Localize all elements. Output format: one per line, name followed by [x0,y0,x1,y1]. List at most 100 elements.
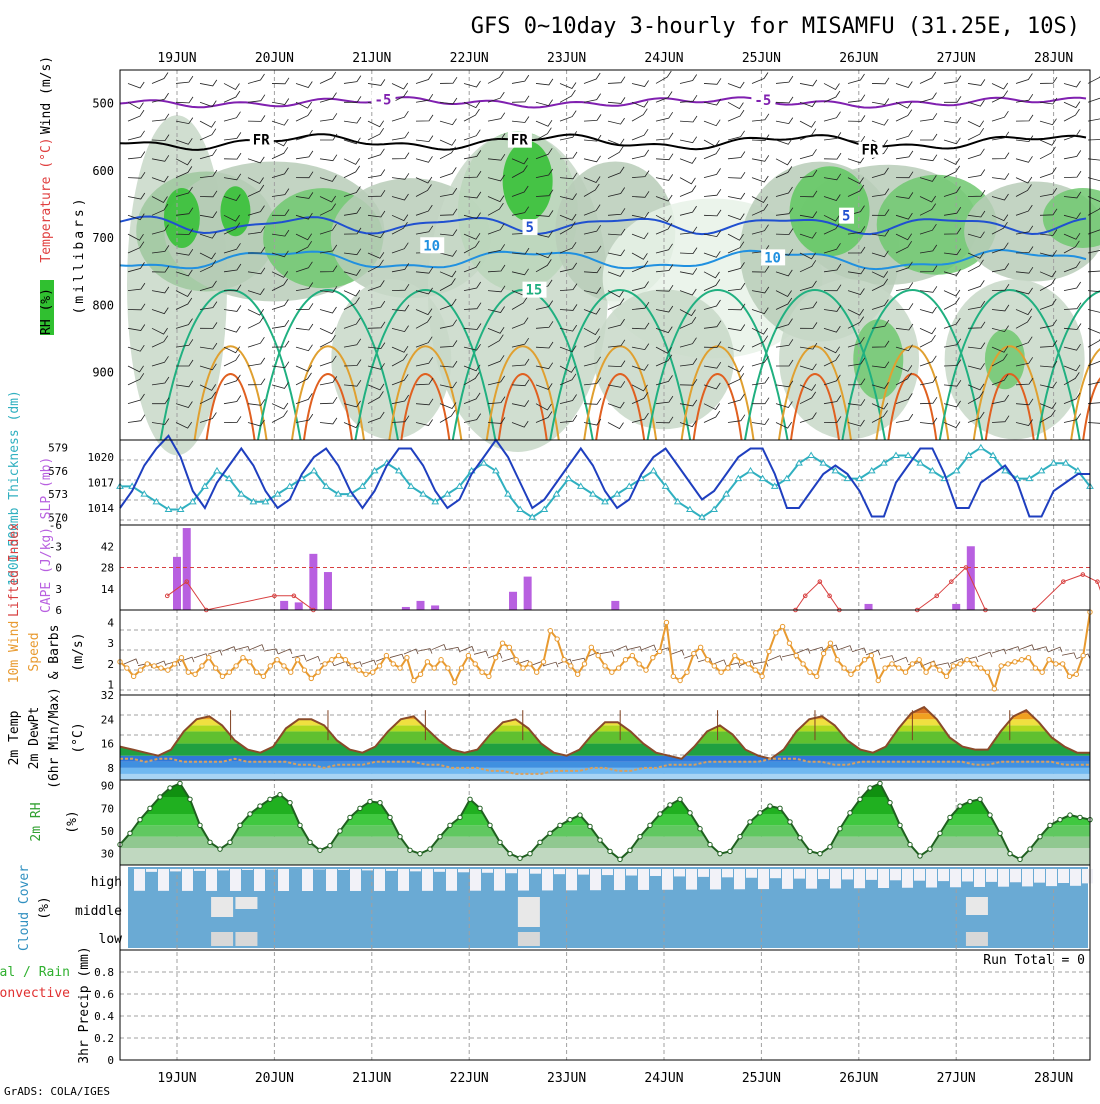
cloud-high-bar [590,869,601,890]
wind10-speed-point [473,662,477,666]
wind10-barb [1062,653,1076,658]
cloud-high-bar [974,869,985,887]
isotherm-label-8: 10 [764,250,781,266]
cloud-high-bar [470,869,481,891]
rh2m-point [978,797,982,801]
wind10-speed-point [760,674,764,678]
wind10-speed-point [1067,674,1071,678]
wind10-speed-point [166,668,170,672]
rh2m-point [368,799,372,803]
temp-band-24 [120,713,1090,719]
wind10-speed-point [644,668,648,672]
wind10-speed-point [746,662,750,666]
rh2m-point [808,849,812,853]
footer-credit: GrADS: COLA/IGES [4,1085,110,1098]
rh2m-point [918,854,922,858]
wind10-speed-point [459,666,463,670]
wind10-speed-point [213,666,217,670]
isotherm-label-6: 5 [842,209,850,225]
temp-tick-8: 8 [107,762,114,775]
temp-ylabel-3: (6hr Min/Max) [47,687,62,789]
wind10-speed-point [630,653,634,657]
wind10-speed-point [903,670,907,674]
precip-ylabel-convective: Convective [0,986,70,1001]
cloud-high-bar [218,869,229,870]
wind10-speed-point [603,664,607,668]
cape-tick-42: 42 [101,540,114,553]
wind10-ylabel-4: (m/s) [71,632,86,671]
wind10-speed-point [589,645,593,649]
bottom-date-label-9: 28JUN [1034,1071,1073,1086]
wind10-speed-point [780,624,784,628]
cape-bar-11 [611,601,619,610]
rh2m-point [548,831,552,835]
cloud-high-bar [386,869,397,871]
upper-ylabel-millibars: (millibars) [72,195,87,314]
cloud-low-bar-1 [518,932,540,946]
cloud-high-bar [722,869,733,877]
run-total-label: Run Total = 0 [983,953,1085,968]
wind10-speed-point [712,664,716,668]
wind10-speed-point [343,658,347,662]
wind10-speed-point [815,674,819,678]
wind10-speed-point [220,674,224,678]
cloud-low-bar-2 [966,932,988,946]
rh2m-point [178,781,182,785]
wind10-speed-point [1054,662,1058,666]
cloud-high-bar [914,869,925,881]
wind10-barb [768,656,782,661]
isotherm-label-2: FR [253,133,270,149]
cloud-high-bar [818,869,829,879]
rh2m-point [408,848,412,852]
rh2m-tick-50: 50 [101,825,114,838]
wind10-speed-point [398,666,402,670]
isotherm-label-7: 10 [423,238,440,254]
rh2m-point [908,842,912,846]
wind10-speed-point [623,658,627,662]
cloud-high-bar [494,869,505,891]
wind10-speed-point [938,668,942,672]
rh2m-point [778,806,782,810]
rh2m-point [838,827,842,831]
wind10-speed-point [685,670,689,674]
wind10-speed-point [186,670,190,674]
wind10-speed-point [391,662,395,666]
rh2m-point [1048,823,1052,827]
wind10-speed-point [931,662,935,666]
rh2m-point [278,793,282,797]
rh2m-point [988,813,992,817]
wind10-speed-point [480,670,484,674]
wind10-barb [628,647,642,652]
precip-tick-0: 0 [107,1054,114,1067]
wind10-speed-point [610,670,614,674]
rh2m-point [228,840,232,844]
thickness-point [978,445,984,450]
cloud-high-bar [182,869,193,891]
cloud-high-bar [242,869,253,870]
wind10-speed-point [371,670,375,674]
cloud-high-bar [602,869,613,875]
rh2m-point [168,786,172,790]
cloud-high-bar [350,869,361,891]
rh2m-point [748,820,752,824]
rh2m-point [438,834,442,838]
wind10-speed-point [350,664,354,668]
rh2m-point [508,851,512,855]
rh2m-point [668,803,672,807]
cloud-low-bar-3 [235,932,257,946]
rh2m-point [858,797,862,801]
rh2m-point [598,838,602,842]
rh2m-point [1078,815,1082,819]
rh2m-point [488,823,492,827]
wind10-ylabel-3: & Barbs [47,625,62,680]
cloud-high-bar [1046,869,1057,886]
cloud-high-bar [662,869,673,890]
rh2m-point [318,848,322,852]
cloud-high-bar [986,869,997,882]
thickness-point [748,468,754,473]
wind10-speed-point [719,670,723,674]
rh2m-point [968,799,972,803]
rh2m-point [998,831,1002,835]
cloud-high-bar [434,869,445,872]
cloud-high-bar [374,869,385,891]
